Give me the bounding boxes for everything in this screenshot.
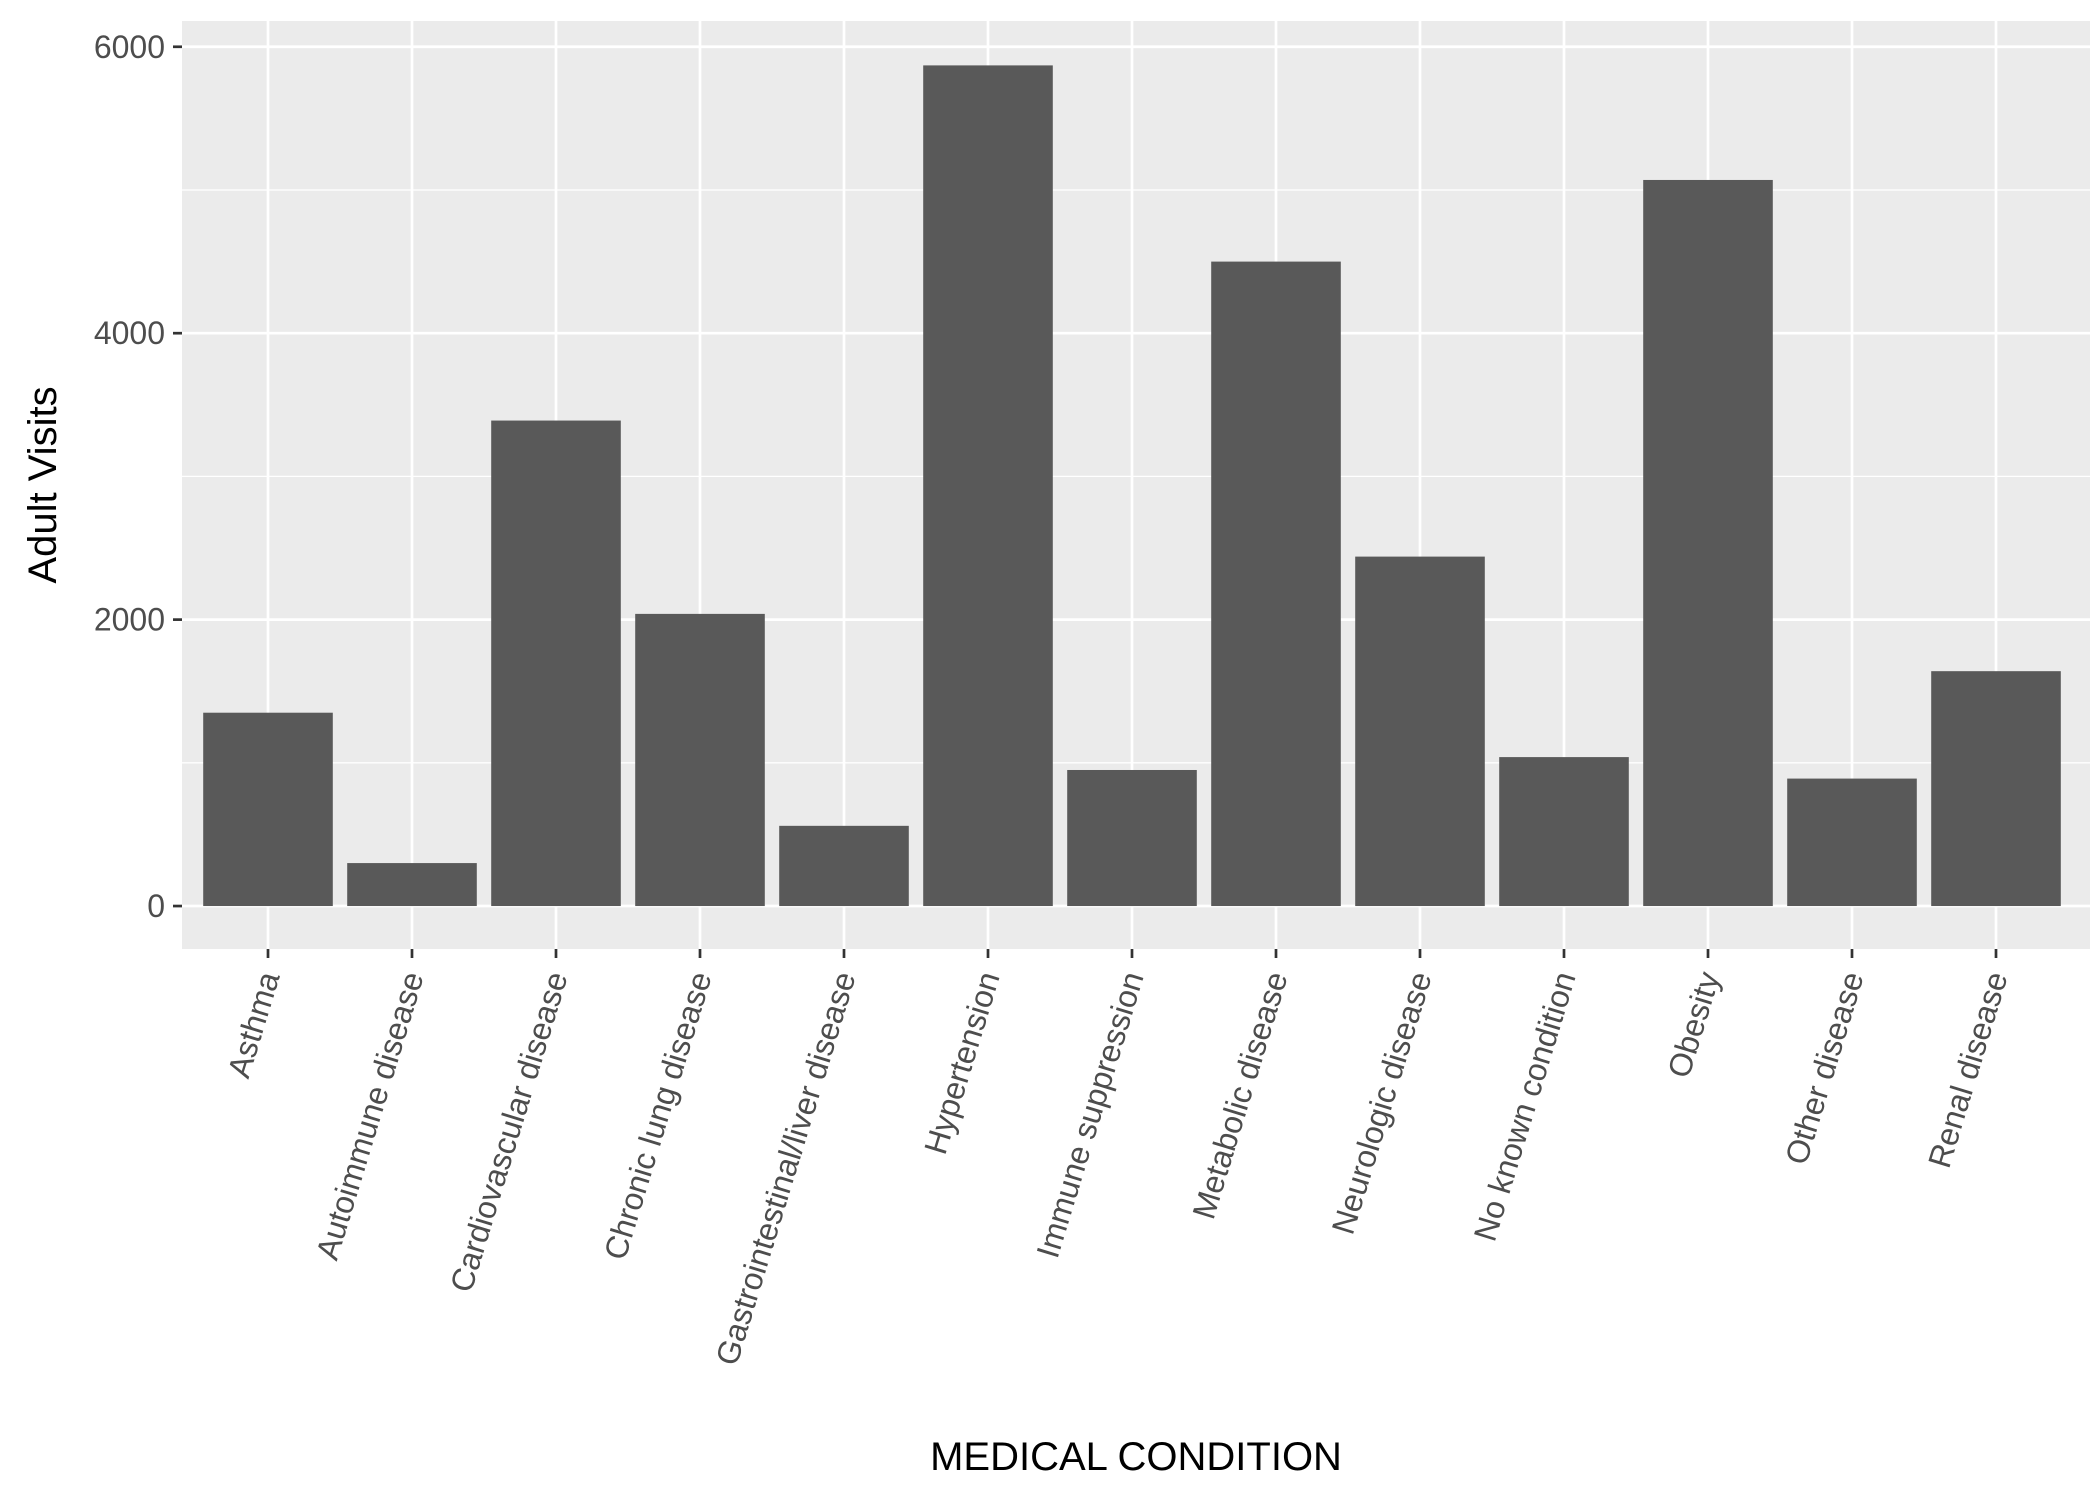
- bar-asthma: [203, 712, 333, 907]
- bar-other-disease: [1787, 778, 1917, 907]
- bars: [203, 65, 2061, 907]
- y-tick-label: 2000: [94, 602, 165, 638]
- x-axis: Asthma Autoimmune disease Cardiovascular d…: [221, 949, 2015, 1369]
- bar-hypertension: [923, 65, 1053, 907]
- bar-renal-disease: [1931, 671, 2061, 907]
- x-tick-label: Hypertension: [917, 968, 1007, 1159]
- bar-cardiovascular-disease: [491, 420, 621, 907]
- x-axis-title: MEDICAL CONDITION: [930, 1435, 1342, 1479]
- y-axis: 0 2000 4000 6000: [94, 29, 182, 924]
- y-tick-label: 4000: [94, 315, 165, 351]
- bar-no-known-condition: [1499, 757, 1629, 907]
- y-axis-title: Adult Visits: [21, 386, 65, 583]
- bar-autoimmune-disease: [347, 863, 477, 907]
- x-tick-label: Renal disease: [1921, 968, 2015, 1172]
- x-tick-label: Obesity: [1661, 968, 1727, 1082]
- x-tick-label: Chronic lung disease: [597, 968, 719, 1264]
- x-tick-label: No known condition: [1467, 968, 1583, 1246]
- x-tick-label: Asthma: [221, 967, 287, 1081]
- y-tick-label: 0: [147, 888, 165, 924]
- bar-gastrointestinal-liver-disease: [779, 825, 909, 907]
- x-tick-label: Neurologic disease: [1325, 968, 1439, 1239]
- bar-neurologic-disease: [1355, 556, 1485, 907]
- x-tick-label: Other disease: [1778, 968, 1871, 1169]
- x-tick-label: Cardiovascular disease: [443, 968, 575, 1297]
- x-tick-label: Gastrointestinal/liver disease: [709, 968, 863, 1370]
- bar-immune-suppression: [1067, 769, 1197, 907]
- bar-chronic-lung-disease: [635, 613, 765, 907]
- bar-obesity: [1643, 179, 1773, 907]
- bar-metabolic-disease: [1211, 261, 1341, 907]
- x-tick-label: Immune suppression: [1029, 968, 1150, 1263]
- x-tick-label: Autoimmune disease: [309, 968, 431, 1264]
- x-tick-label: Metabolic disease: [1185, 968, 1294, 1223]
- y-tick-label: 6000: [94, 29, 165, 65]
